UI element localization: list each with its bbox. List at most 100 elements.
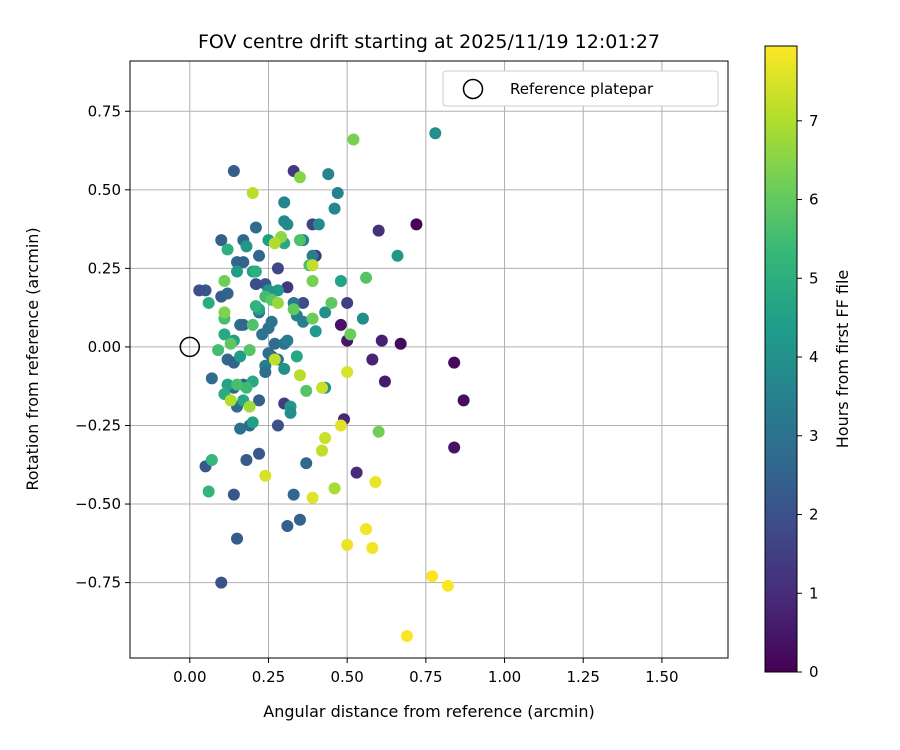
x-axis-label: Angular distance from reference (arcmin) bbox=[263, 702, 594, 721]
data-point bbox=[231, 378, 244, 391]
data-point bbox=[441, 579, 454, 592]
data-point bbox=[271, 284, 284, 297]
data-point bbox=[360, 271, 373, 284]
data-point bbox=[312, 218, 325, 231]
data-point bbox=[306, 274, 319, 287]
data-point bbox=[300, 457, 313, 470]
data-point bbox=[293, 171, 306, 184]
data-point bbox=[369, 476, 382, 489]
data-point bbox=[215, 576, 228, 589]
data-point bbox=[246, 186, 259, 199]
data-point bbox=[410, 218, 423, 231]
data-point bbox=[319, 306, 332, 319]
colorbar-tick-label: 4 bbox=[809, 348, 819, 366]
x-axis-ticks: 0.00 0.25 0.50 0.75 1.00 1.25 1.50 bbox=[173, 658, 679, 686]
data-point bbox=[231, 532, 244, 545]
data-point bbox=[268, 337, 281, 350]
data-point bbox=[231, 265, 244, 278]
data-point bbox=[400, 630, 413, 643]
data-point bbox=[234, 422, 247, 435]
data-point bbox=[293, 369, 306, 382]
data-point bbox=[375, 334, 388, 347]
data-point bbox=[322, 168, 335, 181]
y-tick-label: −0.50 bbox=[75, 495, 121, 513]
x-tick-label: 1.50 bbox=[645, 668, 678, 686]
data-point bbox=[253, 249, 266, 262]
data-point bbox=[205, 372, 218, 385]
data-point bbox=[212, 344, 225, 357]
data-point bbox=[347, 133, 360, 146]
data-point bbox=[237, 256, 250, 269]
data-point bbox=[249, 300, 262, 313]
data-point bbox=[287, 303, 300, 316]
data-point bbox=[297, 315, 310, 328]
x-tick-label: 1.00 bbox=[488, 668, 521, 686]
data-point bbox=[246, 318, 259, 331]
data-point bbox=[391, 249, 404, 262]
data-point bbox=[259, 366, 272, 379]
data-point bbox=[341, 366, 354, 379]
data-point bbox=[227, 488, 240, 501]
data-point bbox=[300, 384, 313, 397]
data-point bbox=[426, 570, 439, 583]
data-point bbox=[290, 350, 303, 363]
data-point bbox=[240, 381, 253, 394]
y-tick-label: 0.50 bbox=[88, 181, 121, 199]
data-point bbox=[334, 274, 347, 287]
data-point bbox=[278, 196, 291, 209]
data-point bbox=[268, 237, 281, 250]
data-point bbox=[328, 202, 341, 215]
x-tick-label: 0.25 bbox=[252, 668, 285, 686]
x-tick-label: 0.00 bbox=[173, 668, 206, 686]
data-point bbox=[218, 274, 231, 287]
data-point bbox=[249, 265, 262, 278]
colorbar-tick-label: 7 bbox=[809, 112, 819, 130]
data-point bbox=[221, 287, 234, 300]
data-point bbox=[281, 218, 294, 231]
data-point bbox=[193, 284, 206, 297]
data-point bbox=[205, 454, 218, 467]
data-point bbox=[268, 353, 281, 366]
data-point bbox=[448, 356, 461, 369]
data-point bbox=[341, 296, 354, 309]
data-point bbox=[334, 419, 347, 432]
data-point bbox=[253, 447, 266, 460]
data-point bbox=[287, 488, 300, 501]
colorbar-tick-label: 0 bbox=[809, 663, 819, 681]
x-tick-label: 0.75 bbox=[409, 668, 442, 686]
data-point bbox=[202, 485, 215, 498]
data-point bbox=[215, 234, 228, 247]
data-point bbox=[306, 312, 319, 325]
data-point bbox=[253, 394, 266, 407]
data-point bbox=[356, 312, 369, 325]
data-point bbox=[271, 419, 284, 432]
data-point bbox=[448, 441, 461, 454]
data-point bbox=[457, 394, 470, 407]
grid-lines bbox=[130, 61, 728, 658]
legend-label: Reference platepar bbox=[510, 80, 654, 98]
data-point bbox=[293, 234, 306, 247]
y-tick-label: −0.25 bbox=[75, 416, 121, 434]
data-point bbox=[378, 375, 391, 388]
data-point bbox=[394, 337, 407, 350]
data-point bbox=[271, 262, 284, 275]
data-point bbox=[328, 482, 341, 495]
data-point bbox=[281, 334, 294, 347]
colorbar-tick-label: 3 bbox=[809, 427, 819, 445]
data-point bbox=[202, 296, 215, 309]
data-point bbox=[281, 281, 294, 294]
data-point bbox=[249, 221, 262, 234]
legend-box bbox=[442, 70, 719, 107]
reference-marker bbox=[179, 336, 201, 358]
data-point bbox=[350, 466, 363, 479]
data-point bbox=[334, 318, 347, 331]
data-point bbox=[265, 315, 278, 328]
data-point bbox=[234, 350, 247, 363]
data-point bbox=[372, 425, 385, 438]
data-point bbox=[315, 444, 328, 457]
data-point bbox=[256, 328, 269, 341]
data-points bbox=[193, 127, 470, 643]
data-point bbox=[309, 325, 322, 338]
colorbar-tick-label: 2 bbox=[809, 506, 819, 524]
